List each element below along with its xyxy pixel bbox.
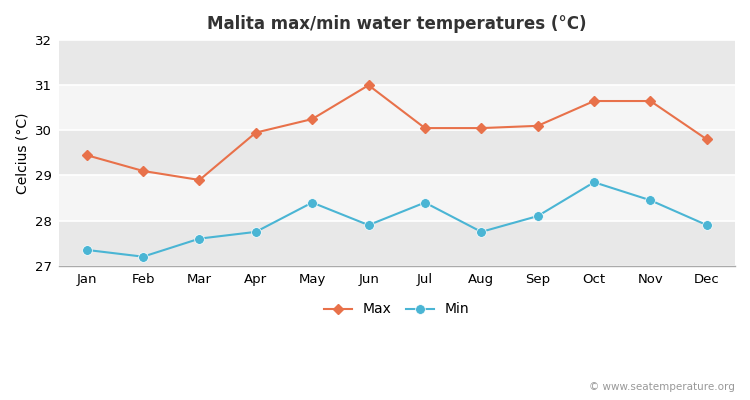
Max (251, 130, 260, 135)
Bar (58, 40, 735, 85)
Max (364, 83, 373, 88)
Min (364, 223, 373, 228)
Y-axis label: Celcius (°C): Celcius (°C) (15, 112, 29, 194)
Min (477, 230, 486, 234)
Max (82, 153, 92, 158)
Max (533, 124, 542, 128)
Min (139, 254, 148, 259)
Min (590, 180, 598, 185)
Min (646, 198, 655, 203)
Max (139, 168, 148, 173)
Max (195, 178, 204, 182)
Min (702, 223, 711, 228)
Max (421, 126, 430, 130)
Min (82, 248, 92, 252)
Min (421, 200, 430, 205)
Text: © www.seatemperature.org: © www.seatemperature.org (590, 382, 735, 392)
Legend: Max, Min: Max, Min (319, 297, 475, 322)
Min (195, 236, 204, 241)
Min (308, 200, 316, 205)
Bar (58, 220, 735, 266)
Bar (58, 176, 735, 220)
Bar (58, 85, 735, 130)
Bar (58, 130, 735, 176)
Max (702, 137, 711, 142)
Title: Malita max/min water temperatures (°C): Malita max/min water temperatures (°C) (207, 15, 586, 33)
Min (251, 230, 260, 234)
Line: Max: Max (82, 82, 711, 184)
Min (533, 214, 542, 218)
Max (590, 99, 598, 104)
Max (646, 99, 655, 104)
Max (308, 117, 316, 122)
Line: Min: Min (82, 177, 712, 262)
Max (477, 126, 486, 130)
